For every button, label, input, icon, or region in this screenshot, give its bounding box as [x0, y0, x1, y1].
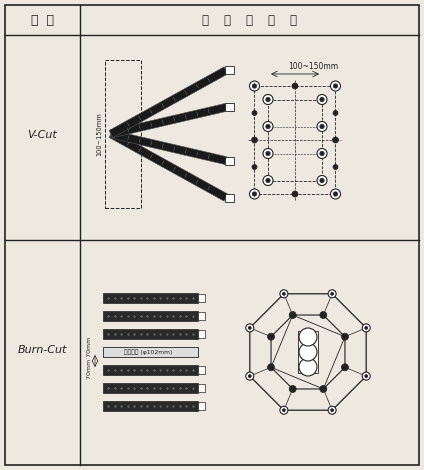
- Circle shape: [330, 81, 340, 91]
- Circle shape: [333, 164, 338, 170]
- Bar: [103, 311, 198, 321]
- Polygon shape: [110, 130, 227, 164]
- Circle shape: [333, 110, 338, 116]
- Circle shape: [320, 124, 324, 129]
- Bar: [225, 194, 234, 202]
- Circle shape: [249, 81, 259, 91]
- Circle shape: [252, 192, 257, 196]
- Bar: [254, 86, 335, 194]
- Bar: [225, 103, 234, 111]
- Polygon shape: [109, 67, 228, 138]
- Circle shape: [341, 364, 349, 371]
- Circle shape: [331, 409, 334, 412]
- Circle shape: [246, 372, 254, 380]
- Bar: [103, 365, 198, 375]
- Circle shape: [263, 149, 273, 158]
- Circle shape: [252, 84, 257, 88]
- Circle shape: [332, 137, 338, 143]
- Text: 구  분: 구 분: [31, 14, 53, 26]
- Circle shape: [330, 189, 340, 199]
- Circle shape: [320, 151, 324, 156]
- Bar: [103, 347, 198, 357]
- Text: 100~150mm: 100~150mm: [96, 112, 102, 156]
- Circle shape: [317, 122, 327, 132]
- Circle shape: [263, 175, 273, 186]
- Bar: [198, 402, 205, 410]
- Bar: [103, 401, 198, 411]
- Circle shape: [289, 385, 296, 392]
- Circle shape: [328, 290, 336, 298]
- Circle shape: [282, 409, 285, 412]
- Circle shape: [292, 83, 298, 89]
- Polygon shape: [110, 103, 227, 138]
- Bar: [103, 383, 198, 393]
- Bar: [198, 384, 205, 392]
- Circle shape: [248, 375, 251, 377]
- Bar: [103, 293, 198, 303]
- Text: 청    공    및    장    약: 청 공 및 장 약: [203, 14, 298, 26]
- Bar: [225, 66, 234, 74]
- Text: 무장약공 (φ102mm): 무장약공 (φ102mm): [124, 349, 173, 355]
- Text: V-Cut: V-Cut: [27, 130, 57, 140]
- Circle shape: [341, 333, 349, 340]
- Circle shape: [328, 406, 336, 414]
- Circle shape: [268, 364, 275, 371]
- Circle shape: [246, 324, 254, 332]
- Circle shape: [320, 385, 327, 392]
- Circle shape: [320, 312, 327, 319]
- Circle shape: [317, 175, 327, 186]
- Bar: [198, 312, 205, 320]
- Bar: [103, 329, 198, 339]
- Circle shape: [251, 137, 257, 143]
- Circle shape: [266, 151, 270, 156]
- Circle shape: [268, 333, 275, 340]
- Bar: [198, 330, 205, 338]
- Bar: [198, 294, 205, 302]
- Circle shape: [266, 124, 270, 129]
- Circle shape: [320, 178, 324, 183]
- Circle shape: [292, 191, 298, 197]
- Circle shape: [266, 97, 270, 102]
- Bar: [298, 331, 318, 373]
- Text: 100~150mm: 100~150mm: [288, 62, 338, 70]
- Circle shape: [362, 372, 370, 380]
- Circle shape: [299, 343, 317, 361]
- Bar: [268, 100, 322, 180]
- Polygon shape: [109, 131, 228, 201]
- Bar: [198, 366, 205, 374]
- Circle shape: [249, 189, 259, 199]
- Bar: [225, 157, 234, 164]
- Circle shape: [280, 290, 288, 298]
- Circle shape: [252, 164, 257, 170]
- Circle shape: [289, 312, 296, 319]
- Circle shape: [280, 406, 288, 414]
- Circle shape: [299, 358, 317, 376]
- Circle shape: [263, 94, 273, 104]
- Text: 70mm 70mm: 70mm 70mm: [86, 337, 92, 379]
- Circle shape: [317, 149, 327, 158]
- Bar: [105, 60, 141, 208]
- Circle shape: [365, 375, 368, 377]
- Circle shape: [362, 324, 370, 332]
- Circle shape: [365, 326, 368, 329]
- Circle shape: [299, 328, 317, 346]
- Circle shape: [317, 94, 327, 104]
- Circle shape: [333, 84, 338, 88]
- Circle shape: [248, 326, 251, 329]
- Circle shape: [333, 192, 338, 196]
- Circle shape: [320, 97, 324, 102]
- Circle shape: [282, 292, 285, 295]
- Circle shape: [331, 292, 334, 295]
- Circle shape: [263, 122, 273, 132]
- Text: Burn-Cut: Burn-Cut: [17, 345, 67, 355]
- Circle shape: [266, 178, 270, 183]
- Circle shape: [252, 110, 257, 116]
